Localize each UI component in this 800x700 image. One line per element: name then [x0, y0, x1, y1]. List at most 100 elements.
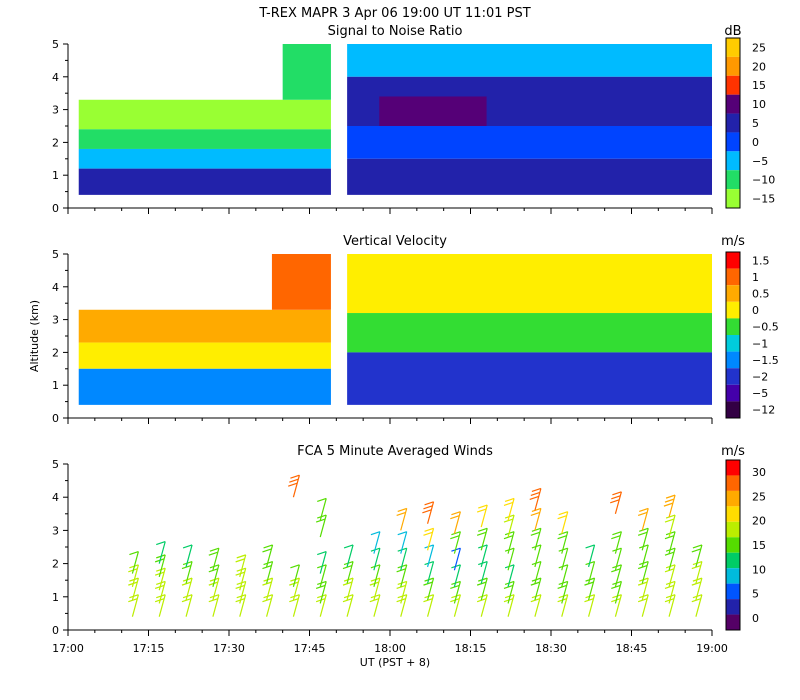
barb-staff	[292, 594, 300, 617]
heatmap-cell	[347, 158, 712, 195]
colorbar-swatch	[726, 475, 740, 491]
colorbar-swatch	[726, 151, 740, 171]
barb-flag	[610, 499, 620, 504]
heatmap-cell	[78, 342, 331, 369]
heatmap-cell	[78, 168, 331, 195]
barb-staff	[346, 544, 354, 568]
colorbar-swatch	[726, 552, 740, 569]
colorbar-label: 30	[752, 466, 766, 479]
wind-barb	[637, 527, 649, 551]
barb-staff	[158, 541, 166, 564]
barb-staff	[212, 548, 220, 571]
barb-staff	[373, 577, 381, 601]
barb-staff	[480, 561, 488, 584]
heatmap-cell	[347, 254, 712, 314]
barb-staff	[239, 594, 247, 617]
barb-staff	[453, 564, 461, 587]
barb-flag	[317, 497, 327, 503]
heatmap-cell	[78, 148, 331, 169]
barb-staff	[131, 577, 139, 601]
barb-staff	[400, 548, 408, 571]
barb-flag	[397, 507, 407, 512]
x-tick-label: 17:45	[294, 642, 326, 655]
barb-flag	[156, 541, 166, 546]
barb-flag	[663, 502, 674, 507]
wind-barb	[343, 544, 354, 568]
colorbar-label: 15	[752, 79, 766, 92]
barb-staff	[534, 561, 542, 584]
colorbar-label: 5	[752, 117, 759, 130]
barb-staff	[480, 528, 488, 551]
barb-flag	[450, 535, 460, 540]
barb-staff	[400, 594, 408, 617]
barb-staff	[453, 594, 461, 617]
barb-staff	[668, 494, 676, 518]
y-tick-label: 1	[52, 591, 59, 604]
heatmap-cell	[347, 352, 712, 405]
colorbar-label: −1	[752, 337, 768, 350]
wind-barb	[663, 494, 676, 518]
barb-staff	[614, 531, 622, 554]
barb-flag	[585, 544, 595, 549]
wind-barb	[476, 504, 488, 528]
barb-flag	[611, 535, 621, 540]
wind-barb	[156, 541, 166, 564]
barb-flag	[557, 535, 567, 540]
barb-staff	[239, 568, 247, 591]
barb-staff	[158, 554, 166, 578]
colorbar-swatch	[726, 268, 740, 286]
barb-staff	[131, 551, 139, 574]
colorbar-swatch	[726, 301, 740, 319]
colorbar-swatch	[726, 401, 740, 418]
colorbar-swatch	[726, 568, 740, 584]
colorbar-label: −1.5	[752, 354, 779, 367]
colorbar-swatch	[726, 113, 740, 133]
barb-staff	[426, 577, 435, 601]
barb-staff	[641, 577, 649, 601]
x-tick-label: 18:00	[374, 642, 406, 655]
barb-staff	[587, 561, 596, 584]
wind-barb	[557, 511, 569, 534]
colorbar-label: 0	[752, 304, 759, 317]
barb-staff	[587, 577, 596, 601]
colorbar-swatch	[726, 351, 740, 369]
x-tick-label: 19:00	[696, 642, 728, 655]
barb-flag	[290, 474, 300, 479]
barb-staff	[158, 581, 166, 604]
barb-staff	[695, 577, 703, 601]
barb-staff	[212, 564, 220, 587]
panel-2: Vertical Velocity m/s 0 1 2 3 4 5 Altitude (km) 1…	[28, 234, 779, 425]
barb-staff	[614, 491, 622, 514]
y-tick-label: 5	[52, 248, 59, 261]
heatmap-cell	[271, 254, 331, 310]
barb-staff	[668, 564, 676, 587]
wind-barb	[262, 544, 274, 568]
y-tick-label: 2	[52, 558, 59, 571]
barb-flag	[611, 495, 621, 500]
barb-staff	[668, 514, 676, 538]
colorbar-label: −5	[752, 387, 768, 400]
colorbar-label: 0	[752, 136, 759, 149]
y-tick-label: 3	[52, 314, 59, 327]
barb-staff	[668, 594, 676, 617]
heatmap-cell	[78, 129, 331, 149]
barb-staff	[480, 504, 488, 528]
data-gap	[330, 254, 348, 418]
barb-flag	[370, 531, 381, 536]
wind-barb	[450, 511, 461, 534]
y-tick-label: 3	[52, 524, 59, 537]
wind-barb	[476, 527, 488, 551]
colorbar-label: 15	[752, 539, 766, 552]
barb-flag	[531, 507, 542, 512]
colorbar-label: 1.5	[752, 254, 770, 267]
barb-staff	[265, 594, 274, 617]
barb-flag	[343, 544, 354, 549]
barb-staff	[185, 577, 193, 601]
heatmap-cell	[347, 44, 712, 77]
barb-staff	[158, 568, 166, 591]
colorbar-swatch	[726, 599, 740, 615]
barb-staff	[400, 531, 408, 554]
barb-flag	[665, 494, 676, 499]
barb-staff	[561, 564, 569, 587]
barb-flag	[423, 505, 433, 510]
